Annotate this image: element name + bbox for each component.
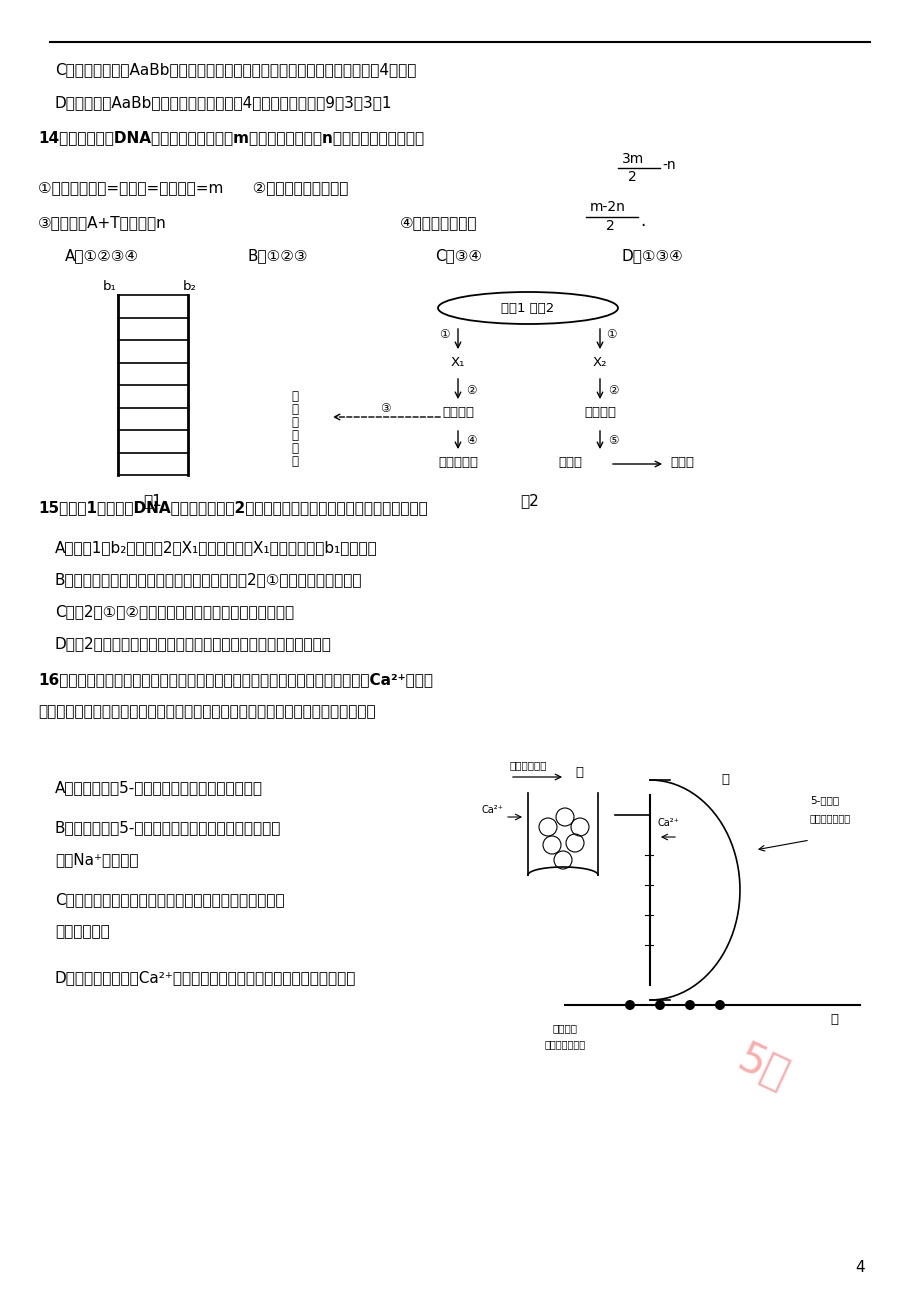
Text: B．①②③: B．①②③	[248, 247, 308, 263]
Text: D．若甲神经元上的Ca²⁺通道被抑制，会引起乙神经元膜电位发生变化: D．若甲神经元上的Ca²⁺通道被抑制，会引起乙神经元膜电位发生变化	[55, 970, 356, 986]
Text: 型: 型	[291, 417, 298, 428]
Text: 5册: 5册	[731, 1038, 795, 1098]
Text: C．③④: C．③④	[435, 247, 482, 263]
Text: （抑制性递质）: （抑制性递质）	[809, 812, 850, 823]
Text: X₁: X₁	[450, 355, 465, 368]
Circle shape	[624, 1000, 634, 1010]
Text: D．基因型为AaBb的个体自交后代会出现4种表现型，比例为9：3：3：1: D．基因型为AaBb的个体自交后代会出现4种表现型，比例为9：3：3：1	[55, 95, 392, 109]
Text: ①: ①	[438, 328, 448, 341]
Circle shape	[685, 1000, 694, 1010]
Text: ①脱氧核苷酸数=磷酸数=碱基总数=m      ②碱基之间的氢键数为: ①脱氧核苷酸数=磷酸数=碱基总数=m ②碱基之间的氢键数为	[38, 180, 348, 195]
Text: 放，使内流，由此触发突触小泡前移并释放神经递质。据图分析，下列叙述正确的是: 放，使内流，由此触发突触小泡前移并释放神经递质。据图分析，下列叙述正确的是	[38, 704, 375, 719]
Text: 刀: 刀	[291, 404, 298, 417]
Text: b₂: b₂	[183, 280, 197, 293]
Circle shape	[654, 1000, 664, 1010]
Text: X₂: X₂	[592, 355, 607, 368]
Text: 图1: 图1	[143, 493, 162, 508]
Text: 乙: 乙	[720, 773, 728, 786]
Text: 5-羟色胺: 5-羟色胺	[809, 796, 838, 805]
Text: ④鸟嘌呤的数量为: ④鸟嘌呤的数量为	[400, 215, 477, 230]
Text: 细: 细	[291, 441, 298, 454]
Text: .: .	[640, 212, 644, 230]
Text: 红: 红	[291, 428, 298, 441]
Text: 4: 4	[855, 1260, 864, 1276]
Text: B．镰刀型细胞贫血症和白化病的根本原因是图2中①过程发生差错导致的: B．镰刀型细胞贫血症和白化病的根本原因是图2中①过程发生差错导致的	[55, 572, 362, 587]
Text: 镰: 镰	[291, 391, 298, 404]
Text: A．①②③④: A．①②③④	[65, 247, 139, 263]
Text: 16．如图是由甲、乙、丙三个神经元（部分）构成的突触结构。神经元兴奋时，Ca²⁺通道开: 16．如图是由甲、乙、丙三个神经元（部分）构成的突触结构。神经元兴奋时，Ca²⁺…	[38, 672, 433, 687]
Text: ③一条链中A+T的数量为n: ③一条链中A+T的数量为n	[38, 215, 166, 230]
Text: ⑤: ⑤	[607, 434, 618, 447]
Text: B．乙酰胆碱和5-羟色胺与受体结合后，都能引起突触: B．乙酰胆碱和5-羟色胺与受体结合后，都能引起突触	[55, 820, 281, 835]
Text: ②: ②	[466, 384, 476, 397]
Text: D．图2表示基因是控制酶的合成来控制代谢活动进而控制生物性状: D．图2表示基因是控制酶的合成来控制代谢活动进而控制生物性状	[55, 635, 332, 651]
Text: D．①③④: D．①③④	[621, 247, 683, 263]
Text: 酪氨酸酶: 酪氨酸酶	[584, 406, 616, 419]
Text: 正常红细胞: 正常红细胞	[437, 456, 478, 469]
Text: ①: ①	[606, 328, 616, 341]
Text: 膜电位的变化: 膜电位的变化	[55, 924, 109, 939]
Text: 胞: 胞	[291, 454, 298, 467]
Text: 黑色素: 黑色素	[669, 456, 693, 469]
Text: 丙: 丙	[829, 1013, 837, 1026]
Text: 甲: 甲	[574, 767, 583, 780]
Text: 3m: 3m	[621, 152, 643, 165]
Text: A．乙酰胆碱和5-羟色胺在突触后膜上的受体相同: A．乙酰胆碱和5-羟色胺在突触后膜上的受体相同	[55, 780, 263, 796]
Text: C．如果基因型为AaBb的个体在产生配子时没有发生交叉互换，则它只产生4种配子: C．如果基因型为AaBb的个体在产生配子时没有发生交叉互换，则它只产生4种配子	[55, 62, 416, 77]
Text: 兴奋传导方向: 兴奋传导方向	[509, 760, 547, 769]
Text: （兴奋性递质）: （兴奋性递质）	[544, 1039, 584, 1049]
Text: C．若某种抗体与乙酰胆碱受体结合，不会影响甲神经元: C．若某种抗体与乙酰胆碱受体结合，不会影响甲神经元	[55, 892, 284, 907]
Text: b₁: b₁	[103, 280, 117, 293]
Text: ③: ③	[380, 401, 390, 414]
Text: 后膜Na⁺通道开放: 后膜Na⁺通道开放	[55, 852, 139, 867]
Text: 2: 2	[606, 219, 614, 233]
Text: 血红蛋白: 血红蛋白	[441, 406, 473, 419]
Text: ④: ④	[466, 434, 476, 447]
Text: C．图2中①和②过程发生的场所分别是细胞核和核糖体: C．图2中①和②过程发生的场所分别是细胞核和核糖体	[55, 604, 294, 618]
Text: 14．在一个双链DNA分子中，碱基总数为m，腺嘌呤碱基数为n，则下列叙述正确的是: 14．在一个双链DNA分子中，碱基总数为m，腺嘌呤碱基数为n，则下列叙述正确的是	[38, 130, 424, 145]
Text: 图2: 图2	[520, 493, 539, 508]
Text: ②: ②	[607, 384, 618, 397]
Text: Ca²⁺: Ca²⁺	[657, 818, 679, 828]
Text: A．若图1中b₂为合成图2中X₁的模板链，则X₁的碱基序列与b₁完全相同: A．若图1中b₂为合成图2中X₁的模板链，则X₁的碱基序列与b₁完全相同	[55, 540, 378, 555]
Text: 2: 2	[628, 171, 636, 184]
Text: -n: -n	[662, 158, 675, 172]
Text: 15．如图1表示一个DNA分子的片段，图2表示基因与性状的关系．有关叙述最合理的是: 15．如图1表示一个DNA分子的片段，图2表示基因与性状的关系．有关叙述最合理的…	[38, 500, 427, 516]
Text: 乙酰胆碱: 乙酰胆碱	[552, 1023, 577, 1032]
Circle shape	[714, 1000, 724, 1010]
Text: 酪氨酸: 酪氨酸	[558, 456, 582, 469]
Text: m-2n: m-2n	[589, 201, 625, 214]
Text: Ca²⁺: Ca²⁺	[482, 805, 504, 815]
Text: 基因1 基因2: 基因1 基因2	[501, 302, 554, 315]
